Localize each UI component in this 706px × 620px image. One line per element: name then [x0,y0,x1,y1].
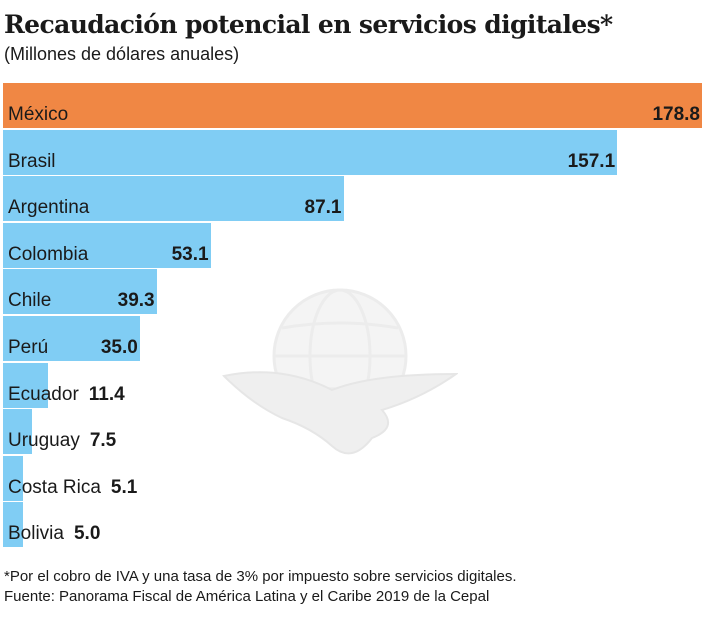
category-label: Uruguay [8,430,80,452]
bar [3,409,33,455]
bar-row: Chile 39.3 [3,269,703,315]
source-note: Fuente: Panorama Fiscal de América Latin… [4,588,490,605]
bar [3,269,157,315]
bar [3,129,618,175]
value-label: 87.1 [304,197,342,219]
bar-row: Colombia 53.1 [3,222,703,268]
bar [3,362,48,408]
category-label: Ecuador [8,383,79,405]
value-label: 35.0 [100,337,138,358]
category-label: Costa Rica [8,476,101,498]
bar-chart: México 178.8 Brasil 157.1 Argentina 87.1 Colom… [0,83,706,553]
category-label: Argentina [8,197,90,219]
eagle-globe-logo-icon [222,288,458,455]
footnote: *Por el cobro de IVA y una tasa de 3% po… [4,568,517,585]
value-label: 178.8 [652,104,700,125]
bar [3,176,344,222]
category-label: Brasil [8,150,56,172]
bar-row: Costa Rica 5.1 [3,455,703,501]
bar-row: Ecuador 11.4 [3,362,703,408]
bar-row: Bolivia 5.0 [3,502,703,548]
value-label: 7.5 [89,430,117,452]
value-label: 11.4 [88,383,125,405]
chart-subtitle: (Millones de dólares anuales) [4,44,240,64]
bar-row: Uruguay 7.5 [3,409,703,455]
bar-row: Brasil 157.1 [3,129,703,175]
value-label: 39.3 [117,290,155,312]
value-label: 5.1 [110,476,138,498]
bar [3,83,702,128]
category-label: Perú [8,337,49,358]
category-label: Chile [8,290,52,312]
bar [3,316,140,361]
bar [3,222,211,268]
category-label: México [8,104,69,125]
bar [3,502,23,548]
category-label: Bolivia [8,523,64,545]
bar-row: México 178.8 [3,83,703,128]
bar-row: Argentina 87.1 [3,176,703,222]
chart-title: Recaudación potencial en servicios digit… [4,10,613,39]
value-label: 53.1 [171,243,209,265]
category-label: Colombia [8,243,89,265]
bar [3,455,23,501]
bar-row: Perú 35.0 [3,316,703,361]
value-label: 157.1 [567,150,616,172]
value-label: 5.0 [73,523,101,545]
